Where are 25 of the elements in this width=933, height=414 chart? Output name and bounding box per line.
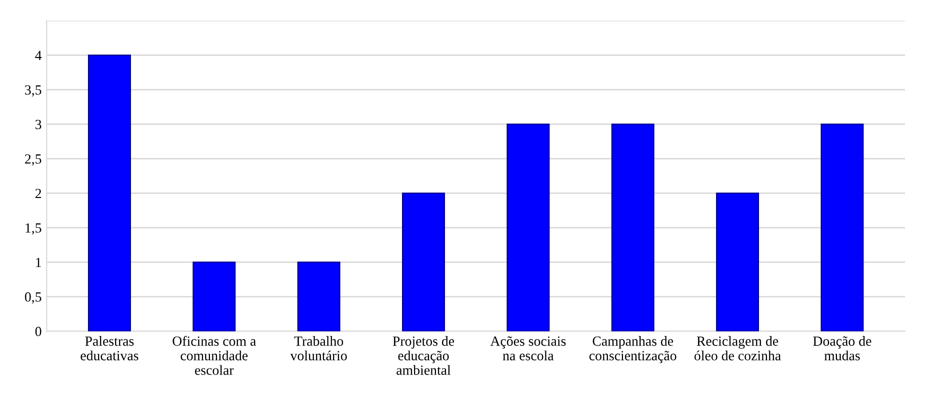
- y-tick-label: 0,5: [24, 292, 42, 304]
- bar: [192, 262, 236, 332]
- y-tick-label: 1,5: [26, 223, 42, 235]
- x-tick-label: Trabalho voluntário: [290, 336, 347, 360]
- x-tick-label: Campanhas de conscientização: [589, 336, 676, 364]
- y-tick-label: 4: [35, 50, 42, 60]
- y-tick-label: 0: [35, 326, 42, 336]
- x-tick-label: Reciclagem de óleo de cozinha: [694, 336, 781, 360]
- bar: [820, 124, 864, 332]
- bar: [716, 192, 760, 332]
- y-tick-label: 2: [35, 188, 42, 198]
- bar: [402, 192, 445, 332]
- x-tick-label: Palestras educativas: [80, 336, 138, 360]
- x-tick-label: Ações sociais na escola: [490, 336, 566, 360]
- bar: [506, 124, 550, 332]
- y-tick-label: 1: [36, 258, 41, 268]
- bar: [611, 124, 654, 332]
- y-tick-label: 3: [36, 120, 42, 130]
- x-tick-label: Oficinas com a comunidade escolar: [172, 336, 256, 375]
- y-tick-label: 2,5: [25, 154, 42, 166]
- bar: [88, 54, 131, 332]
- x-tick-label: Projetos de educação ambiental: [392, 336, 454, 375]
- y-tick-label: 3,5: [25, 85, 42, 97]
- x-tick-label: Doação de mudas: [813, 336, 872, 360]
- bar: [297, 262, 340, 332]
